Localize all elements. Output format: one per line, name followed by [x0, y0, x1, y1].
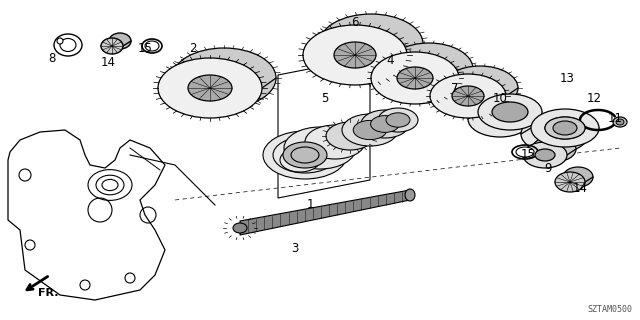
Ellipse shape: [531, 109, 599, 147]
Ellipse shape: [303, 25, 407, 85]
Ellipse shape: [545, 117, 585, 139]
Ellipse shape: [378, 108, 418, 132]
Text: 8: 8: [48, 52, 56, 65]
Ellipse shape: [145, 41, 159, 51]
Text: FR.: FR.: [38, 288, 58, 298]
Ellipse shape: [54, 34, 82, 56]
Text: 4: 4: [387, 53, 394, 67]
Text: 15: 15: [138, 42, 152, 54]
Ellipse shape: [371, 52, 459, 104]
Text: 11: 11: [607, 111, 623, 124]
Ellipse shape: [305, 125, 365, 159]
Ellipse shape: [263, 131, 347, 179]
Polygon shape: [240, 190, 410, 235]
Ellipse shape: [158, 58, 262, 118]
Ellipse shape: [555, 172, 585, 192]
Text: 6: 6: [351, 15, 359, 28]
Ellipse shape: [430, 74, 506, 118]
Ellipse shape: [516, 147, 534, 157]
Ellipse shape: [342, 114, 398, 146]
Ellipse shape: [319, 14, 423, 74]
Ellipse shape: [60, 38, 76, 52]
Ellipse shape: [109, 33, 131, 49]
Text: SZTAM0500: SZTAM0500: [587, 305, 632, 314]
Ellipse shape: [353, 120, 387, 140]
Ellipse shape: [545, 117, 585, 139]
Text: 14: 14: [573, 181, 588, 195]
Ellipse shape: [492, 102, 528, 122]
Ellipse shape: [291, 147, 319, 163]
Circle shape: [57, 38, 63, 44]
Ellipse shape: [521, 115, 589, 153]
Ellipse shape: [386, 113, 410, 127]
Text: 2: 2: [189, 42, 196, 54]
Text: 15: 15: [520, 148, 536, 162]
Ellipse shape: [468, 101, 532, 137]
Ellipse shape: [405, 189, 415, 201]
Ellipse shape: [385, 43, 473, 95]
Ellipse shape: [523, 142, 567, 168]
Ellipse shape: [613, 117, 627, 127]
Ellipse shape: [284, 127, 356, 169]
Text: 13: 13: [559, 71, 575, 84]
Ellipse shape: [283, 142, 327, 168]
Ellipse shape: [478, 94, 542, 130]
Text: 5: 5: [321, 92, 329, 105]
Ellipse shape: [535, 149, 555, 161]
Ellipse shape: [280, 148, 320, 172]
Ellipse shape: [361, 110, 409, 138]
Ellipse shape: [397, 67, 433, 89]
Ellipse shape: [172, 48, 276, 108]
Ellipse shape: [452, 86, 484, 106]
Ellipse shape: [616, 119, 624, 125]
Text: 7: 7: [451, 82, 459, 94]
Ellipse shape: [553, 121, 577, 135]
Ellipse shape: [188, 75, 232, 101]
Ellipse shape: [273, 137, 337, 173]
Ellipse shape: [334, 42, 376, 68]
Ellipse shape: [233, 223, 247, 233]
Ellipse shape: [326, 122, 374, 150]
Ellipse shape: [371, 116, 399, 132]
Text: 12: 12: [586, 92, 602, 105]
Text: 14: 14: [100, 55, 115, 68]
Text: 1: 1: [307, 198, 314, 212]
Ellipse shape: [101, 38, 123, 54]
Ellipse shape: [442, 66, 518, 110]
Text: 10: 10: [493, 92, 508, 105]
Ellipse shape: [532, 136, 576, 162]
Text: 9: 9: [544, 162, 552, 174]
Ellipse shape: [563, 167, 593, 187]
Text: 3: 3: [291, 242, 299, 254]
